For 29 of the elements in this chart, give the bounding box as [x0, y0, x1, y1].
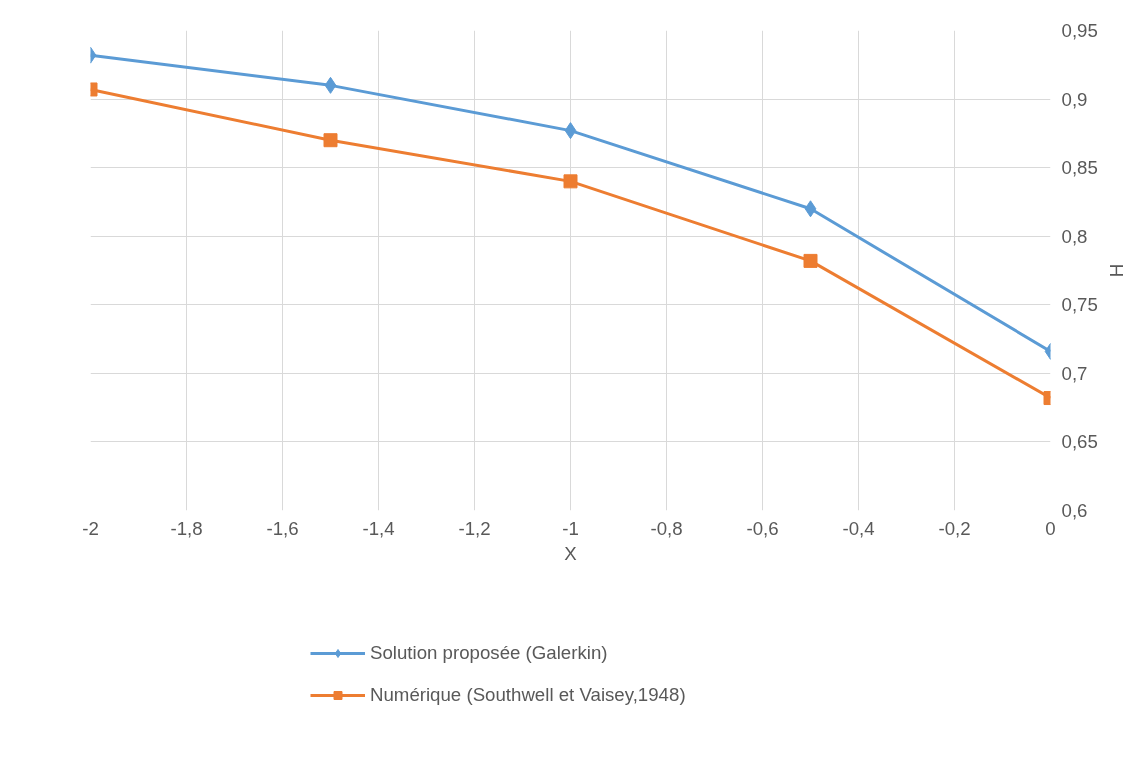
x-tick-label: -1,6	[266, 517, 299, 539]
x-tick-label: -2	[82, 517, 99, 539]
point	[563, 174, 578, 189]
point	[804, 200, 817, 218]
x-tick-label: -1,2	[458, 517, 491, 539]
x-tick-label: -0,8	[650, 517, 683, 539]
x-tick-label: -1	[562, 517, 579, 539]
y-tick-label: 0,75	[1061, 294, 1098, 316]
x-tick-label: -1,8	[170, 517, 203, 539]
y-tick-label: 0,65	[1061, 431, 1098, 453]
legend-label: Solution proposée (Galerkin)	[370, 642, 608, 664]
y-tick-label: 0,8	[1061, 225, 1088, 247]
y-tick-label: 0,6	[1061, 500, 1088, 521]
point	[323, 133, 338, 148]
point	[324, 76, 337, 94]
x-tick-label: 0	[1045, 517, 1056, 539]
y-axis-title: H	[1105, 263, 1127, 278]
y-tick-label: 0,95	[1061, 20, 1098, 41]
y-tick-label: 0,85	[1061, 157, 1098, 179]
y-tick-label: 0,7	[1061, 362, 1088, 384]
point	[803, 253, 818, 268]
x-tick-label: -0,4	[842, 517, 875, 539]
x-tick-label: -0,2	[938, 517, 971, 539]
legend-label: Numérique (Southwell et Vaisey,1948)	[370, 684, 686, 706]
x-tick-label: -0,6	[746, 517, 779, 539]
point	[564, 122, 577, 140]
x-tick-label: -1,4	[362, 517, 395, 539]
x-axis-title: X	[564, 542, 578, 564]
y-tick-label: 0,9	[1061, 88, 1088, 110]
